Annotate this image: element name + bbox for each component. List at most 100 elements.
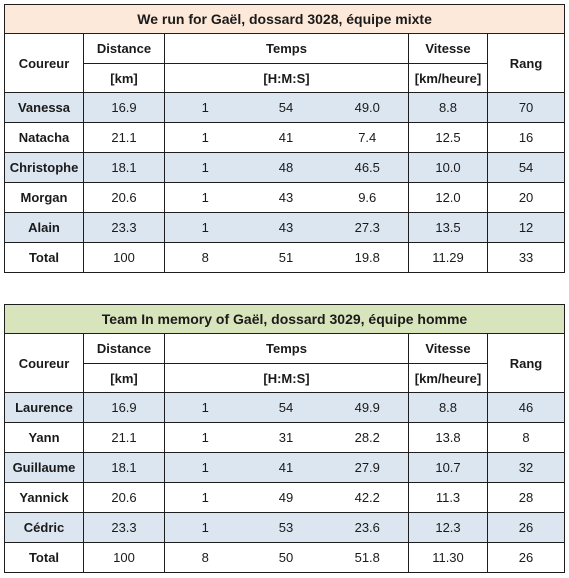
cell-seconds: 23.6 [326,512,409,543]
cell-rang: 54 [486,152,566,183]
cell-vitesse: 12.0 [408,182,488,213]
cell-seconds: 27.3 [326,212,409,243]
cell-vitesse: 12.3 [408,512,488,543]
cell-seconds: 42.2 [326,482,409,513]
cell-vitesse: 10.7 [408,452,488,483]
cell-rang: 26 [486,542,566,573]
cell-coureur: Alain [4,212,84,243]
cell-rang: 28 [486,482,566,513]
header-rang: Rang [486,33,566,93]
cell-minutes: 41 [245,122,327,153]
cell-seconds: 49.0 [326,92,409,123]
cell-minutes: 53 [245,512,327,543]
cell-seconds: 28.2 [326,422,409,453]
total-row: Total 100 8 51 19.8 11.29 33 [4,242,566,273]
cell-distance: 18.1 [83,452,165,483]
unit-distance: [km] [83,363,165,393]
cell-hours: 1 [164,92,246,123]
cell-minutes: 51 [245,242,327,273]
unit-temps: [H:M:S] [164,63,409,93]
unit-row: [km] [H:M:S] [km/heure] [5,63,565,93]
cell-minutes: 50 [245,542,327,573]
cell-rang: 20 [486,182,566,213]
cell-coureur: Total [4,542,84,573]
cell-hours: 1 [164,212,246,243]
unit-distance: [km] [83,63,165,93]
cell-coureur: Cédric [4,512,84,543]
cell-rang: 12 [486,212,566,243]
cell-distance: 16.9 [83,392,165,423]
cell-distance: 100 [83,542,165,573]
cell-vitesse: 12.5 [408,122,488,153]
table-row: Natacha 21.1 1 41 7.4 12.5 16 [4,122,566,153]
cell-coureur: Yann [4,422,84,453]
cell-coureur: Laurence [4,392,84,423]
table-row: Alain 23.3 1 43 27.3 13.5 12 [4,212,566,243]
table-row: Christophe 18.1 1 48 46.5 10.0 54 [4,152,566,183]
cell-hours: 1 [164,392,246,423]
cell-rang: 26 [486,512,566,543]
cell-seconds: 27.9 [326,452,409,483]
cell-hours: 1 [164,182,246,213]
cell-coureur: Total [4,242,84,273]
cell-vitesse: 11.3 [408,482,488,513]
cell-vitesse: 8.8 [408,392,488,423]
cell-hours: 1 [164,452,246,483]
header-coureur: Coureur [4,33,84,93]
cell-seconds: 9.6 [326,182,409,213]
cell-rang: 33 [486,242,566,273]
cell-seconds: 46.5 [326,152,409,183]
cell-minutes: 43 [245,182,327,213]
cell-minutes: 31 [245,422,327,453]
header-row: Coureur Distance Temps Vitesse Rang [4,33,566,93]
header-coureur: Coureur [4,333,84,393]
cell-distance: 100 [83,242,165,273]
cell-distance: 16.9 [83,92,165,123]
cell-minutes: 54 [245,92,327,123]
cell-rang: 70 [486,92,566,123]
table-row: Vanessa 16.9 1 54 49.0 8.8 70 [4,92,566,123]
header-temps: Temps [164,333,409,364]
cell-distance: 21.1 [83,122,165,153]
header-distance: Distance [83,33,165,64]
title-row: We run for Gaël, dossard 3028, équipe mi… [3,4,566,34]
header-vitesse: Vitesse [408,33,488,64]
cell-seconds: 51.8 [326,542,409,573]
cell-distance: 21.1 [83,422,165,453]
cell-coureur: Christophe [4,152,84,183]
cell-distance: 23.3 [83,212,165,243]
cell-vitesse: 13.8 [408,422,488,453]
table-row: Laurence 16.9 1 54 49.9 8.8 46 [4,392,566,423]
cell-minutes: 49 [245,482,327,513]
total-row: Total 100 8 50 51.8 11.30 26 [4,542,566,573]
cell-vitesse: 13.5 [408,212,488,243]
header-temps: Temps [164,33,409,64]
cell-hours: 8 [164,542,246,573]
cell-hours: 1 [164,422,246,453]
cell-rang: 8 [486,422,566,453]
cell-hours: 8 [164,242,246,273]
unit-vitesse: [km/heure] [408,63,488,93]
cell-hours: 1 [164,122,246,153]
cell-hours: 1 [164,512,246,543]
table-row: Yannick 20.6 1 49 42.2 11.3 28 [4,482,566,513]
header-distance: Distance [83,333,165,364]
cell-rang: 32 [486,452,566,483]
cell-hours: 1 [164,152,246,183]
header-vitesse: Vitesse [408,333,488,364]
cell-coureur: Morgan [4,182,84,213]
cell-distance: 20.6 [83,482,165,513]
table-row: Cédric 23.3 1 53 23.6 12.3 26 [4,512,566,543]
cell-vitesse: 10.0 [408,152,488,183]
title-row: Team In memory of Gaël, dossard 3029, éq… [3,304,566,334]
unit-row: [km] [H:M:S] [km/heure] [5,363,565,393]
cell-rang: 16 [486,122,566,153]
cell-seconds: 7.4 [326,122,409,153]
cell-distance: 20.6 [83,182,165,213]
unit-temps: [H:M:S] [164,363,409,393]
cell-hours: 1 [164,482,246,513]
cell-vitesse: 11.29 [408,242,488,273]
team-table-homme: Team In memory of Gaël, dossard 3029, éq… [3,304,566,573]
cell-minutes: 54 [245,392,327,423]
cell-coureur: Yannick [4,482,84,513]
